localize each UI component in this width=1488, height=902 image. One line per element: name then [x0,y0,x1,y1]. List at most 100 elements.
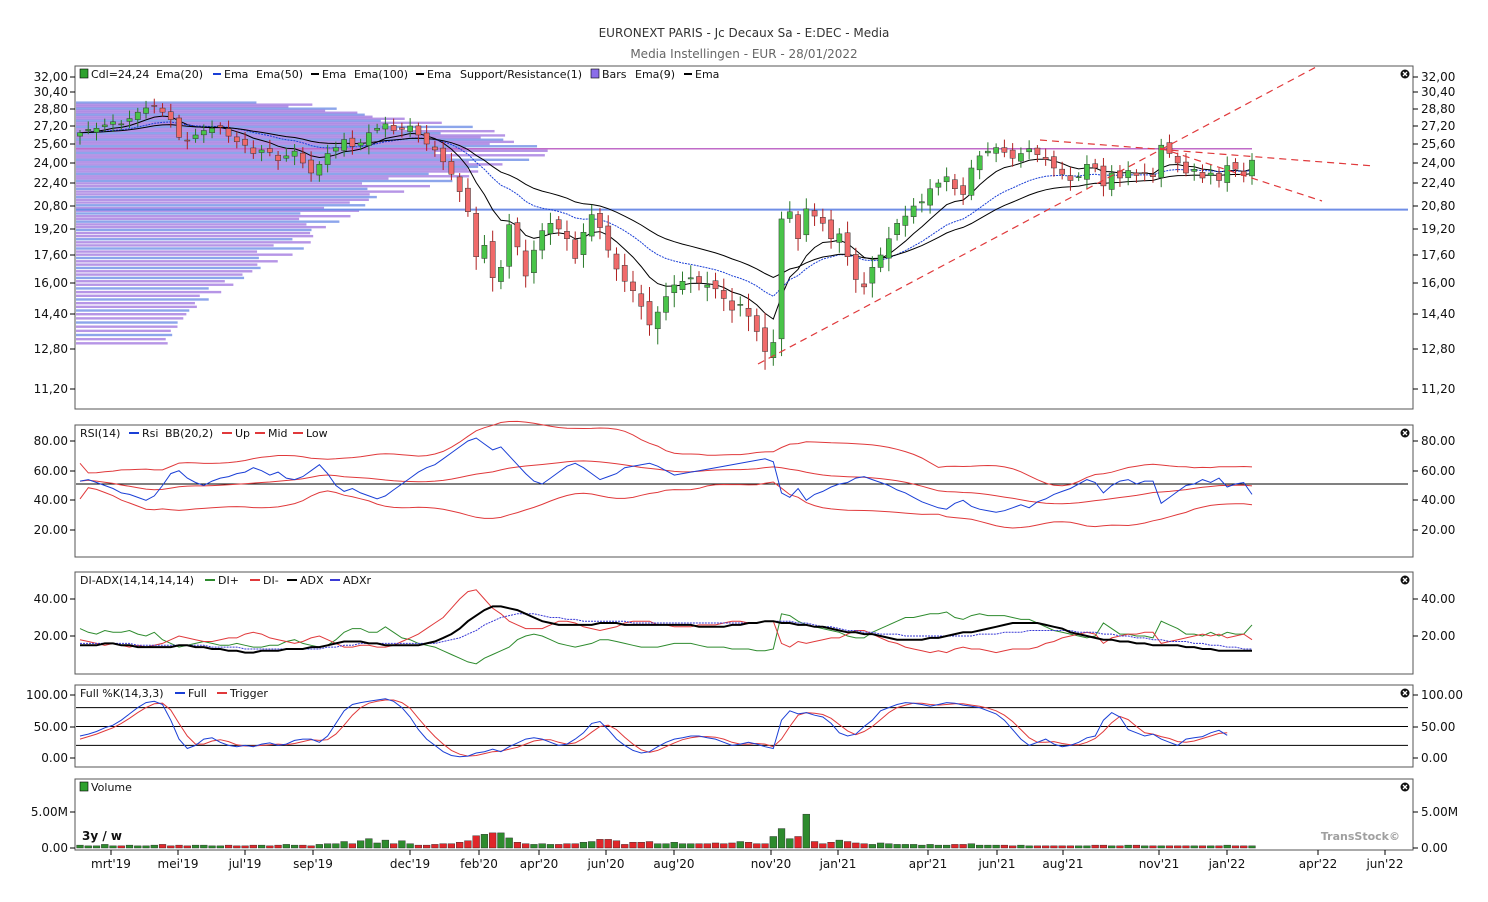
volume-bar [621,844,629,849]
candle-up [877,254,884,268]
price-volume-bar [76,111,358,114]
volume-bar [777,828,786,849]
price-volume-bar [76,109,326,112]
volume-bar [876,842,885,849]
volume-tick-label-left: 0.00 [41,841,68,855]
volume-bar [819,843,827,849]
price-close-button[interactable] [1400,69,1410,79]
candle-up [1125,170,1132,179]
volume-bar [522,843,530,849]
candle-down [225,128,232,137]
candle-up [258,149,265,153]
stoch-tick-label-right: 100.00 [1421,688,1463,702]
price-tick-label-right: 17,60 [1421,248,1455,262]
candle-up [687,277,694,280]
legend-diplus: DI+ [218,574,239,587]
price-volume-bar [76,309,190,312]
volume-bar [769,836,777,849]
volume-bar [1165,845,1174,849]
candle-down [390,125,397,131]
candle-up [200,130,207,136]
volume-bar [1248,845,1256,849]
x-tick-label: nov'20 [751,857,792,871]
price-volume-bar [76,121,442,125]
x-tick-label: apr'22 [1299,857,1337,871]
x-tick-label: apr'20 [520,857,558,871]
candle-up [382,123,389,130]
volume-bar [1223,844,1231,849]
volume-panel [74,778,1414,851]
price-volume-bar [76,136,481,139]
volume-bar [84,845,92,849]
candle-up [407,125,413,132]
volume-bar [654,843,662,849]
price-volume-bar [76,220,340,223]
volume-bar [390,843,398,849]
candle-up [374,128,380,131]
volume-bar [926,844,934,849]
rsi-close-button[interactable] [1400,428,1410,438]
volume-bar [802,813,810,849]
candle-down [1009,149,1016,159]
adx-close-button[interactable] [1400,575,1410,585]
volume-bar [224,844,233,849]
x-tick-label: mei'19 [158,857,199,871]
price-volume-bar [76,298,209,301]
price-volume-bar [76,253,293,256]
price-volume-bar [76,260,278,263]
candle-up [110,121,116,125]
x-tick-label: jul'19 [228,857,262,871]
candle-up [143,107,149,114]
price-volume-bar [76,125,473,129]
volume-bar [1108,845,1116,849]
volume-bar [1009,845,1017,849]
candle-down [440,147,447,163]
candle-up [1207,172,1214,176]
candle-up [1158,144,1165,178]
candle-up [985,150,991,154]
candle-up [968,167,975,196]
candle-down [753,315,760,332]
volume-bar [629,842,637,849]
price-tick-label-right: 11,20 [1421,382,1455,396]
candle-up [283,155,290,159]
volume-bar [984,844,992,849]
price-volume-bar [76,182,363,185]
stoch-tick-label-left: 0.00 [41,751,68,765]
price-volume-bar [76,107,337,110]
volume-bar [117,845,125,849]
candle-down [242,138,248,146]
volume-bar [744,842,753,849]
candle-down [795,214,801,239]
price-volume-bar [76,231,311,235]
volume-bar [976,844,984,849]
volume-bar [538,843,546,849]
candle-down [960,185,966,195]
candle-up [1018,153,1024,162]
price-volume-bar [76,163,503,166]
volume-bar [489,832,497,849]
candle-down [456,176,463,192]
volume-bar [934,844,942,849]
price-volume-bar [76,270,253,273]
candle-down [819,217,826,224]
volume-bar [167,845,175,849]
candle-down [167,111,174,120]
candle-up [869,267,876,284]
x-tick-label: apr'21 [909,857,947,871]
volume-close-button[interactable] [1400,782,1410,792]
volume-bar [1198,845,1207,849]
candle-down [1092,163,1099,169]
volume-bar [233,845,241,849]
price-volume-bar [76,215,351,218]
stoch-tick-label-right: 50.00 [1421,720,1455,734]
candle-up [679,281,686,290]
volume-bar [274,844,282,849]
price-volume-bar [76,280,225,283]
volume-bar [843,841,852,849]
legend-ema50: Ema(50) [256,68,303,81]
stoch-close-button[interactable] [1400,688,1410,698]
adxr-line [80,613,1252,650]
price-volume-bar [76,325,178,328]
volume-bar [1141,845,1149,849]
